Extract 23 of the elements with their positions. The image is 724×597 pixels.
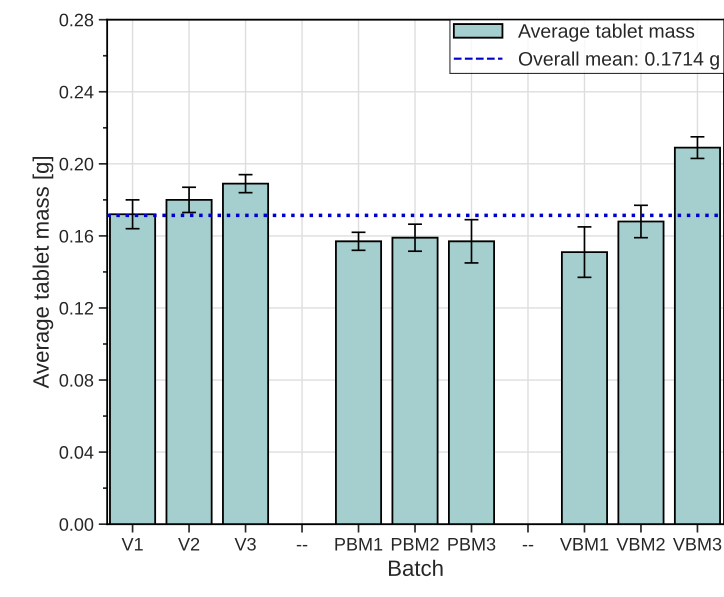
y-tick-label: 0.04 — [60, 446, 94, 459]
x-tick-label: -- — [522, 544, 534, 546]
x-tick-label: PBM1 — [335, 538, 382, 550]
legend-label: Overall mean: 0.1714 g — [518, 51, 719, 70]
y-tick-label: 0.12 — [60, 302, 94, 315]
y-tick-label: 0.16 — [60, 230, 94, 243]
x-tick-label: V1 — [122, 538, 143, 550]
x-tick-label: PBM3 — [448, 538, 496, 551]
x-tick-label: V2 — [178, 538, 200, 550]
x-tick-label: PBM2 — [392, 538, 439, 550]
x-tick-label: V3 — [234, 538, 256, 551]
y-axis-title: Average tablet mass [g] — [32, 156, 54, 388]
legend-label: Average tablet mass — [518, 24, 694, 42]
x-tick-label: VBM1 — [560, 538, 608, 550]
x-tick-label: VBM3 — [672, 538, 722, 551]
y-tick-label: 0.08 — [60, 374, 94, 387]
y-tick-label: 0.00 — [60, 518, 94, 531]
x-axis-title: Batch — [388, 560, 443, 576]
x-tick-label: VBM2 — [616, 538, 665, 550]
y-tick-label: 0.28 — [60, 14, 94, 26]
y-tick-label: 0.24 — [60, 86, 94, 98]
x-tick-label: -- — [296, 544, 308, 546]
y-tick-label: 0.20 — [60, 158, 94, 171]
